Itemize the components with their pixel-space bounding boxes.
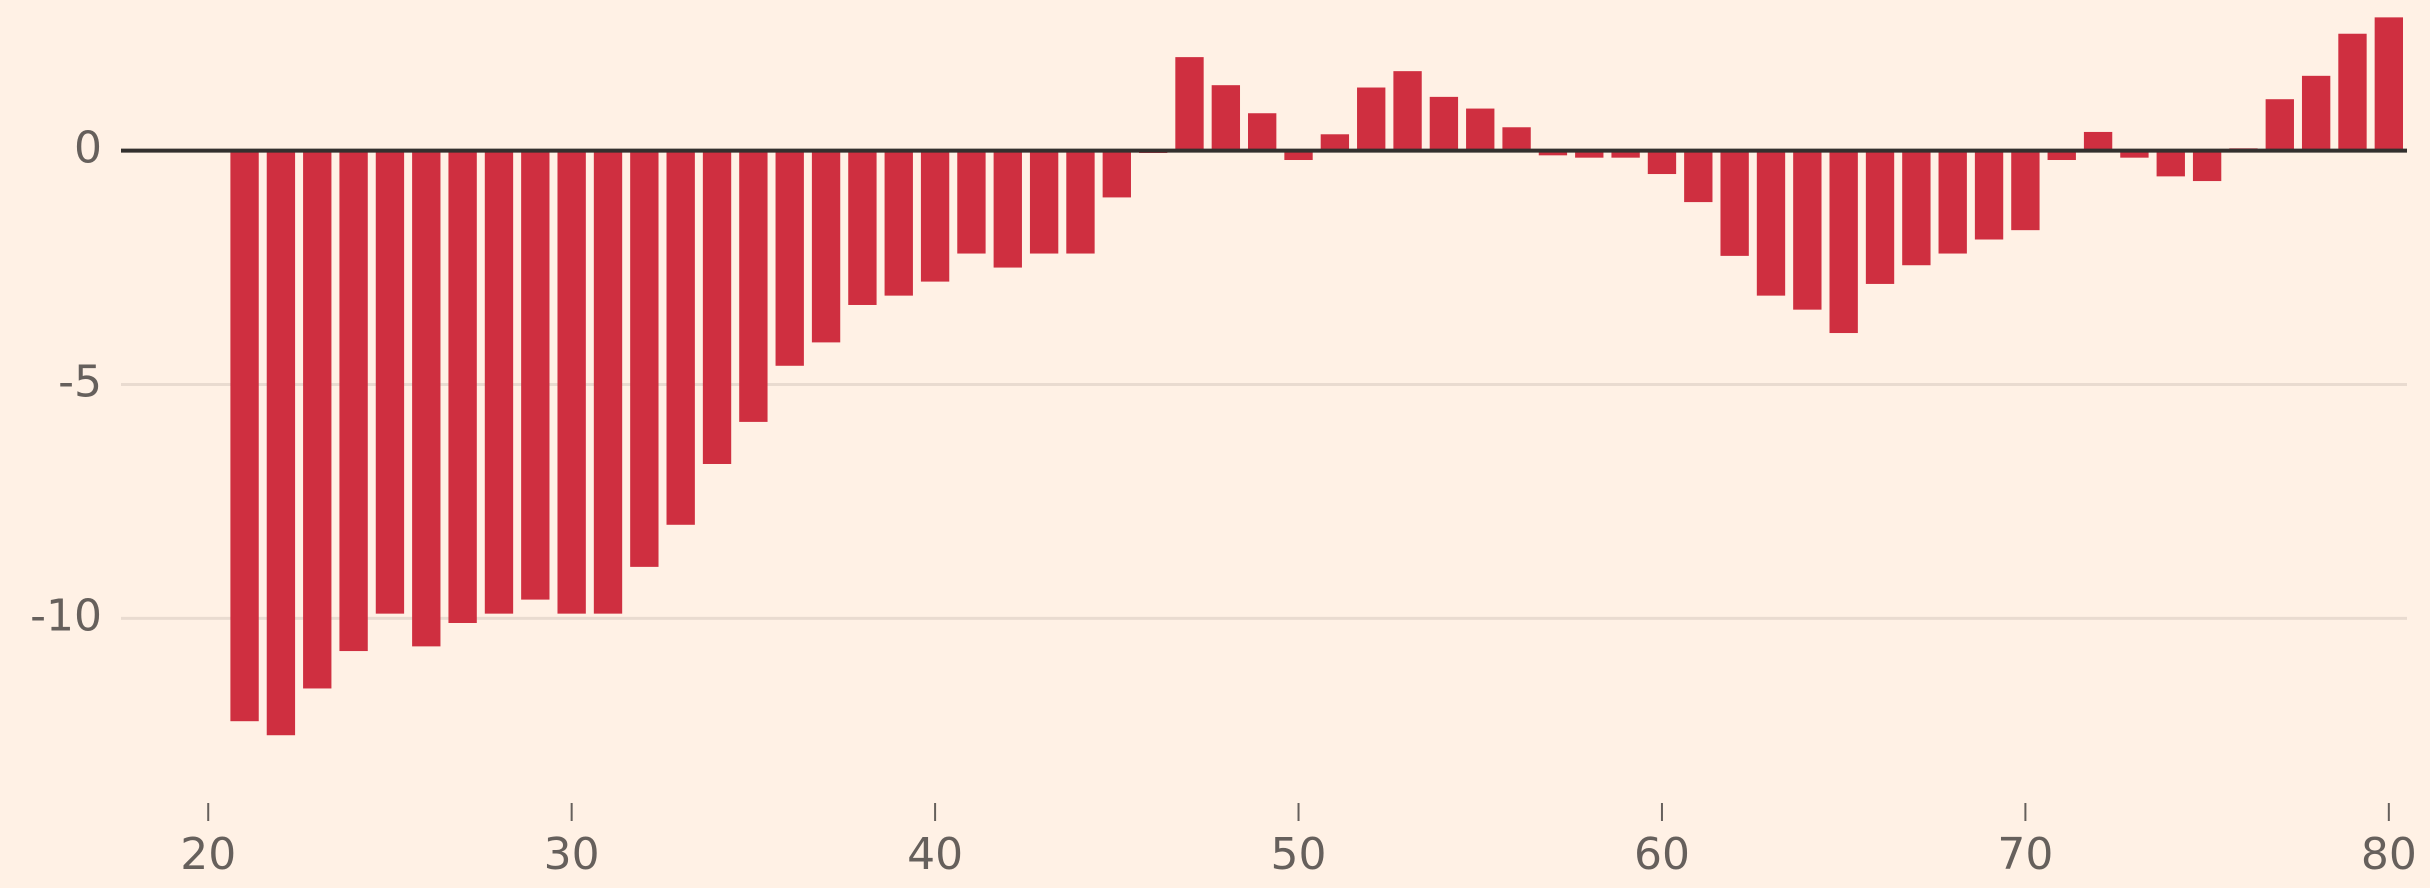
bar [2374, 17, 2404, 151]
bar [2047, 150, 2076, 161]
bar [1720, 150, 1749, 256]
bar [739, 150, 768, 422]
bar [1248, 113, 1277, 151]
bar [1211, 85, 1241, 151]
bar [303, 150, 332, 689]
y-tick-label: -5 [58, 356, 102, 407]
bar [1756, 150, 1786, 296]
bar [2265, 99, 2294, 151]
bar [630, 150, 659, 567]
bar [1829, 150, 1858, 334]
bar [1466, 108, 1495, 151]
bar [1502, 127, 1531, 151]
bar [2192, 150, 2222, 182]
bar [2301, 75, 2331, 151]
bar [1974, 150, 2004, 240]
bar [1393, 71, 1422, 151]
bar [1357, 87, 1386, 151]
bar [957, 150, 986, 254]
bar [375, 150, 405, 614]
bar [1029, 150, 1059, 254]
bar [484, 150, 514, 614]
bar [2338, 33, 2367, 151]
bar [775, 150, 804, 366]
bar [702, 150, 732, 464]
bar [848, 150, 877, 305]
bar [557, 150, 586, 614]
bar [884, 150, 913, 296]
x-tick-label: 80 [2361, 829, 2417, 880]
x-tick-label: 60 [1634, 829, 1690, 880]
bar [1902, 150, 1931, 266]
bar [2156, 150, 2185, 177]
bar [1647, 150, 1677, 175]
bar [1575, 150, 1604, 158]
bar [593, 150, 623, 614]
y-tick-label: -10 [30, 590, 102, 641]
bar [1320, 134, 1350, 151]
bar [811, 150, 841, 343]
x-tick-label: 40 [907, 829, 963, 880]
bar [412, 150, 441, 647]
bar [1793, 150, 1822, 310]
x-tick-label: 50 [1271, 829, 1327, 880]
bar [920, 150, 950, 282]
bar [448, 150, 477, 623]
x-tick-label: 70 [1997, 829, 2053, 880]
bar [1284, 150, 1313, 161]
bar [1938, 150, 1967, 254]
x-tick-label: 20 [180, 829, 236, 880]
bar [1102, 150, 1131, 198]
bar [1865, 150, 1895, 284]
bar [993, 150, 1022, 268]
bar [1429, 96, 1459, 151]
x-tick-label: 30 [544, 829, 600, 880]
y-tick-label: 0 [74, 123, 102, 174]
bar [339, 150, 368, 652]
bar [666, 150, 695, 525]
bar [1611, 150, 1640, 158]
bar [2083, 131, 2113, 151]
bar [266, 150, 296, 736]
bar [521, 150, 550, 600]
bar [2011, 150, 2040, 231]
bar [1175, 57, 1204, 151]
bar [1684, 150, 1713, 203]
bar [2120, 150, 2149, 158]
bar [1066, 150, 1095, 254]
bar [1538, 150, 1568, 156]
bar [230, 150, 259, 722]
